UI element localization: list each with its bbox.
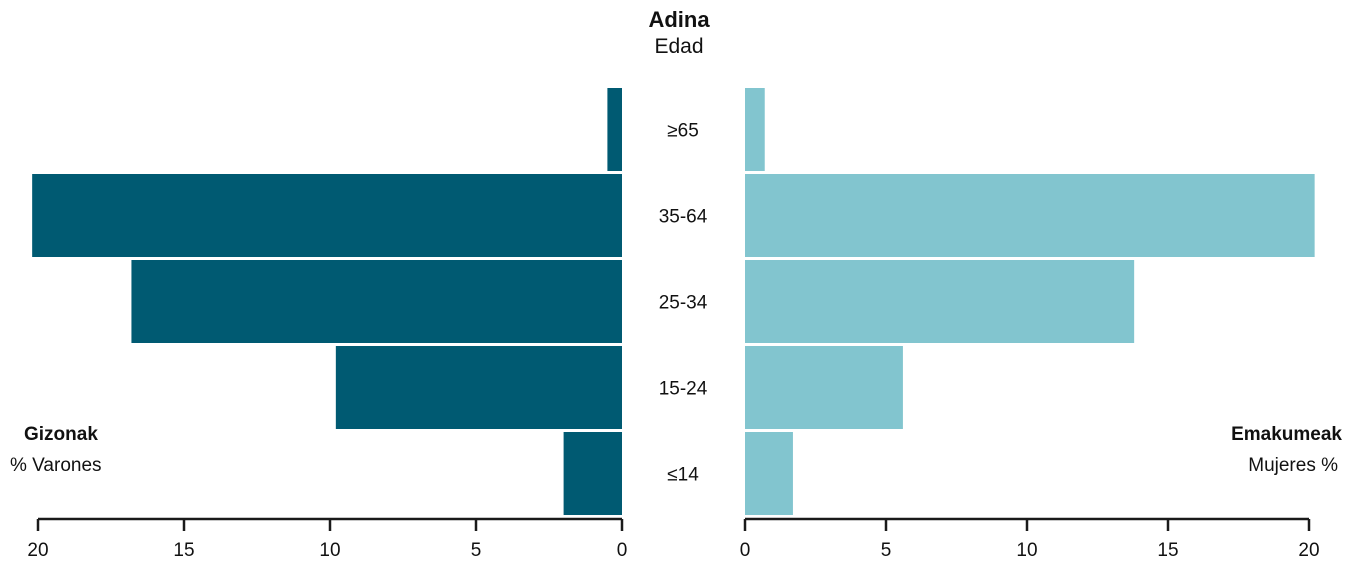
male-axis-tick-label: 5 [471, 540, 482, 561]
male-unit-label: % Varones [10, 455, 102, 476]
male-axis-tick-label: 20 [27, 540, 48, 561]
female-bar [745, 432, 793, 515]
male-axis-tick-label: 10 [319, 540, 340, 561]
female-axis-tick-label: 20 [1298, 540, 1319, 561]
female-axis-tick-label: 5 [881, 540, 892, 561]
female-axis-tick-label: 15 [1157, 540, 1178, 561]
female-bar [745, 346, 903, 429]
age-group-label: ≤14 [667, 465, 699, 486]
male-bar [563, 432, 622, 515]
male-bar [32, 174, 623, 257]
age-group-label: 15-24 [659, 379, 708, 400]
female-label: Emakumeak [1231, 424, 1342, 445]
chart-subtitle: Edad [654, 35, 704, 58]
male-label: Gizonak [24, 424, 98, 445]
age-group-label: ≥65 [667, 121, 699, 142]
age-group-label: 25-34 [659, 293, 708, 314]
male-bar [131, 260, 622, 343]
female-bar [745, 260, 1135, 343]
female-bar [745, 174, 1315, 257]
female-bar [745, 88, 765, 171]
female-axis-tick-label: 10 [1016, 540, 1037, 561]
male-axis-tick-label: 0 [617, 540, 628, 561]
male-bar [607, 88, 622, 171]
female-unit-label: Mujeres % [1248, 455, 1338, 476]
male-bar [335, 346, 622, 429]
chart-title: Adina [648, 7, 710, 32]
age-group-label: 35-64 [659, 207, 708, 228]
female-axis-tick-label: 0 [740, 540, 751, 561]
male-axis-tick-label: 15 [173, 540, 194, 561]
